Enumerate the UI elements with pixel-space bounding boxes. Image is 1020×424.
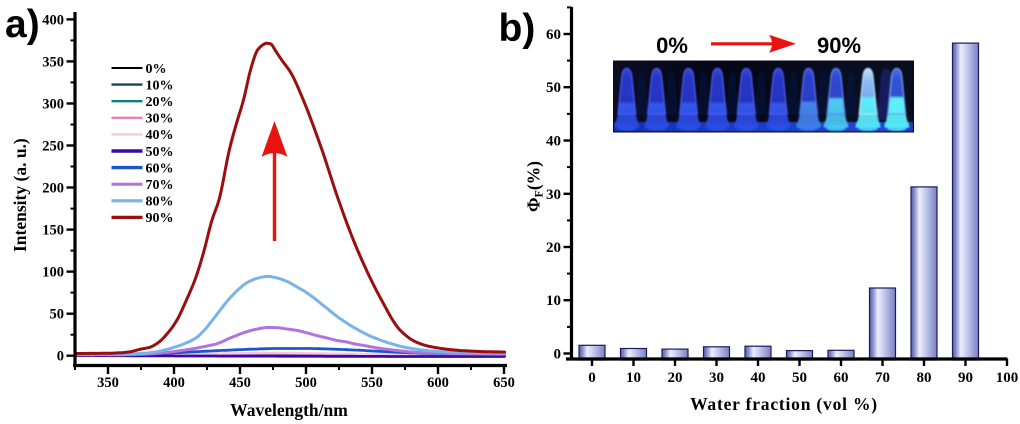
svg-text:50: 50 (50, 307, 65, 323)
svg-text:200: 200 (42, 181, 64, 197)
svg-text:10: 10 (546, 293, 561, 309)
svg-text:250: 250 (42, 139, 64, 155)
svg-text:50%: 50% (146, 145, 174, 160)
svg-text:90%: 90% (146, 211, 174, 226)
svg-text:300: 300 (42, 97, 64, 113)
svg-text:20%: 20% (146, 95, 174, 110)
svg-text:40%: 40% (146, 128, 174, 143)
svg-text:0: 0 (57, 349, 64, 365)
svg-text:60: 60 (834, 370, 849, 386)
svg-text:0%: 0% (146, 62, 167, 77)
svg-text:ΦF(%): ΦF(%) (524, 161, 546, 212)
svg-text:350: 350 (42, 54, 64, 70)
svg-text:550: 550 (361, 375, 383, 391)
svg-text:600: 600 (427, 375, 449, 391)
svg-text:650: 650 (493, 375, 515, 391)
svg-text:50: 50 (792, 370, 807, 386)
svg-text:500: 500 (295, 375, 317, 391)
svg-text:60: 60 (546, 27, 561, 43)
svg-text:0%: 0% (656, 33, 688, 58)
svg-text:40: 40 (546, 134, 561, 150)
svg-text:20: 20 (668, 370, 683, 386)
svg-text:80: 80 (917, 370, 932, 386)
svg-text:50: 50 (546, 80, 561, 96)
svg-text:70: 70 (875, 370, 890, 386)
svg-text:a): a) (5, 3, 40, 46)
svg-text:Wavelength/nm: Wavelength/nm (230, 400, 348, 420)
svg-text:400: 400 (163, 375, 185, 391)
svg-text:Water fraction (vol %): Water fraction (vol %) (690, 394, 878, 414)
svg-text:30: 30 (546, 187, 561, 203)
svg-text:90: 90 (958, 370, 973, 386)
svg-text:350: 350 (97, 375, 119, 391)
svg-text:450: 450 (229, 375, 251, 391)
svg-text:30%: 30% (146, 112, 174, 127)
svg-text:10: 10 (626, 370, 641, 386)
svg-text:10%: 10% (146, 78, 174, 93)
svg-text:90%: 90% (817, 33, 861, 58)
svg-text:400: 400 (42, 12, 64, 28)
svg-text:80%: 80% (146, 195, 174, 210)
svg-text:100: 100 (42, 265, 64, 281)
svg-text:0: 0 (554, 347, 562, 363)
svg-text:30: 30 (709, 370, 724, 386)
svg-text:60%: 60% (146, 161, 174, 176)
svg-text:b): b) (499, 7, 536, 50)
svg-text:100: 100 (996, 370, 1019, 386)
svg-text:Intensity (a. u.): Intensity (a. u.) (10, 138, 30, 252)
svg-text:0: 0 (588, 370, 596, 386)
svg-text:150: 150 (42, 223, 64, 239)
svg-text:70%: 70% (146, 178, 174, 193)
svg-text:20: 20 (546, 240, 561, 256)
svg-text:40: 40 (751, 370, 766, 386)
